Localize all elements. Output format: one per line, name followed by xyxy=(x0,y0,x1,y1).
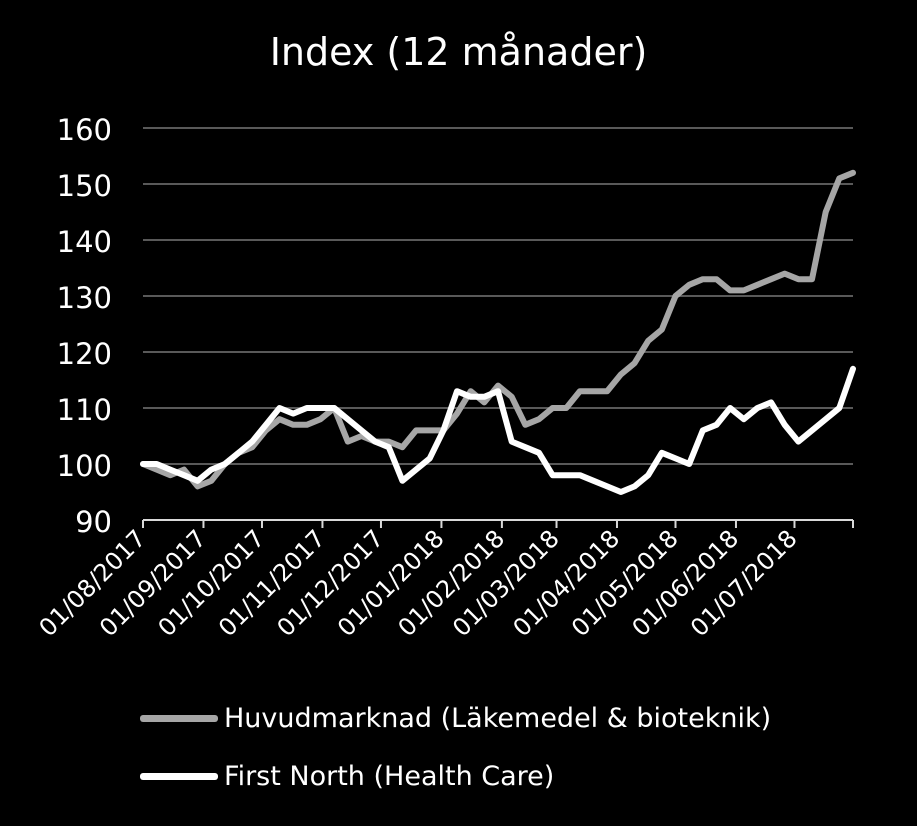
legend-swatch xyxy=(140,772,218,780)
legend-swatch xyxy=(140,714,218,722)
y-tick-label: 160 xyxy=(57,113,112,147)
series-line-first-north xyxy=(140,365,856,495)
y-tick-label: 140 xyxy=(57,225,112,259)
legend-label: First North (Health Care) xyxy=(224,760,555,792)
legend-item-huvudmarknad: Huvudmarknad (Läkemedel & bioteknik) xyxy=(140,698,900,738)
y-tick-label: 130 xyxy=(57,281,112,315)
gridlines xyxy=(143,127,853,465)
x-axis: 01/08/201701/09/201701/10/201701/11/2017… xyxy=(34,519,854,642)
y-axis-labels: 90 100 110 120 130 140 150 160 xyxy=(57,113,112,539)
y-tick-label: 100 xyxy=(57,449,112,483)
legend-label: Huvudmarknad (Läkemedel & bioteknik) xyxy=(224,702,772,734)
y-tick-label: 120 xyxy=(57,337,112,371)
series-lines xyxy=(140,169,856,495)
chart-title: Index (12 månader) xyxy=(269,30,648,74)
series-line-huvudmarknad xyxy=(140,169,856,490)
legend-item-first-north: First North (Health Care) xyxy=(140,756,900,796)
y-tick-label: 150 xyxy=(57,169,112,203)
y-tick-label: 90 xyxy=(75,505,112,539)
y-tick-label: 110 xyxy=(57,393,112,427)
